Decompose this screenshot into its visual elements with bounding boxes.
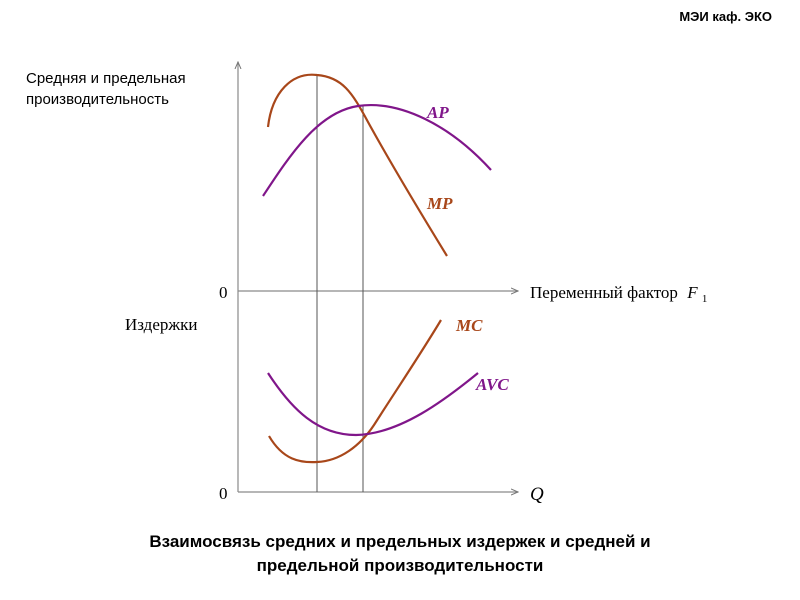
upper-x-axis-symbol: F [686, 283, 698, 302]
ap-curve [262, 104, 492, 197]
upper-y-axis-label-line1: Средняя и предельная [26, 70, 186, 87]
lower-x-axis-label: Q [530, 484, 544, 505]
upper-x-axis-label: Переменный фактор F 1 [530, 283, 707, 305]
mc-label: MC [455, 316, 483, 335]
ap-label: AP [426, 103, 449, 122]
lower-y-axis-label: Издержки [125, 315, 197, 334]
lower-origin-label: 0 [219, 484, 228, 503]
caption: Взаимосвязь средних и предельных издерже… [0, 530, 800, 578]
caption-line2: предельной производительности [256, 556, 544, 575]
upper-origin-label: 0 [219, 283, 228, 302]
avc-curve [267, 372, 479, 437]
header-label: МЭИ каф. ЭКО [679, 9, 772, 24]
mp-curve [266, 73, 448, 257]
upper-x-axis-subscript: 1 [702, 293, 708, 305]
avc-label: AVC [475, 375, 509, 394]
caption-line1: Взаимосвязь средних и предельных издерже… [149, 532, 651, 551]
upper-y-axis-label-line2: производительность [26, 91, 169, 108]
upper-x-axis-label-text: Переменный фактор [530, 283, 678, 302]
mc-curve [268, 319, 442, 464]
mp-label: MP [426, 194, 453, 213]
